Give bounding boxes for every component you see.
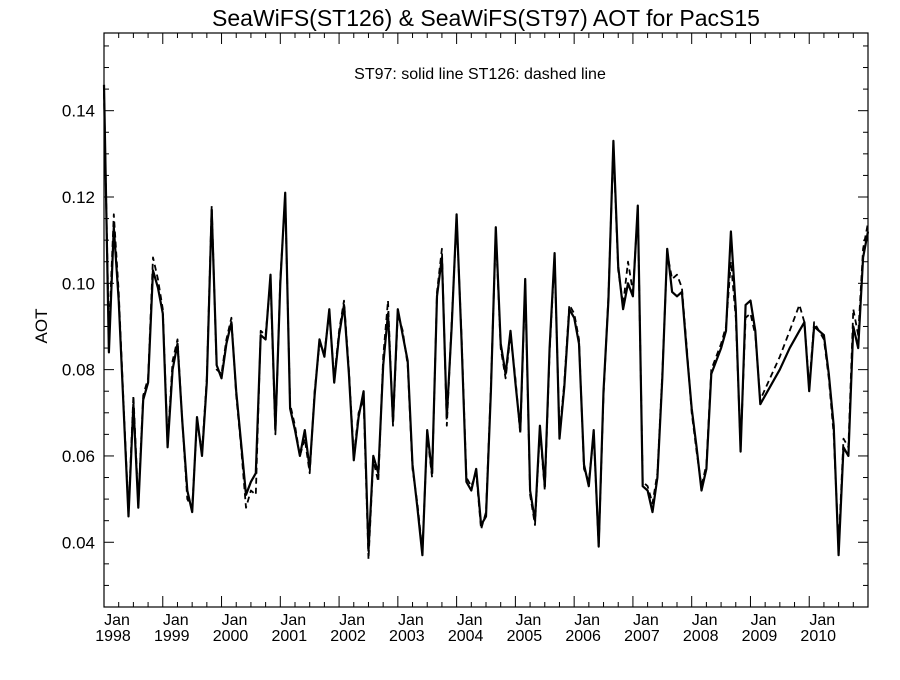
x-tick-month-label: Jan [104,612,130,629]
x-tick-year-label: 2005 [507,628,543,645]
x-tick-month-label: Jan [398,612,424,629]
x-tick-month-label: Jan [339,612,365,629]
x-tick-year-label: 2006 [565,628,601,645]
chart-title: SeaWiFS(ST126) & SeaWiFS(ST97) AOT for P… [212,5,760,31]
legend-annotation: ST97: solid line ST126: dashed line [354,66,606,83]
x-tick-year-label: 2000 [213,628,249,645]
x-tick-year-label: 2001 [272,628,308,645]
x-tick-year-label: 2004 [448,628,484,645]
y-tick-label: 0.10 [62,274,95,293]
x-tick-month-label: Jan [633,612,659,629]
x-tick-month-label: Jan [574,612,600,629]
x-tick-year-label: 1999 [154,628,190,645]
x-tick-month-label: Jan [222,612,248,629]
y-tick-label: 0.12 [62,188,95,207]
x-tick-month-label: Jan [280,612,306,629]
series-layer [102,84,870,561]
x-tick-month-label: Jan [751,612,777,629]
y-tick-label: 0.08 [62,361,95,380]
x-tick-year-label: 1998 [95,628,131,645]
x-tick-year-label: 2003 [389,628,425,645]
x-tick-year-label: 2010 [800,628,836,645]
x-tick-year-label: 2007 [624,628,660,645]
axes: 0.040.060.080.100.120.14Jan1998Jan1999Ja… [62,32,869,645]
x-tick-month-label: Jan [692,612,718,629]
x-tick-month-label: Jan [163,612,189,629]
y-tick-label: 0.04 [62,533,95,552]
y-tick-label: 0.14 [62,102,95,121]
x-tick-month-label: Jan [457,612,483,629]
y-tick-label: 0.06 [62,447,95,466]
x-tick-year-label: 2002 [330,628,366,645]
x-tick-year-label: 2009 [742,628,778,645]
y-axis-label: AOT [32,309,51,344]
series-line-st126 [103,93,869,561]
x-tick-month-label: Jan [809,612,835,629]
series-line-st97 [102,84,870,557]
x-tick-year-label: 2008 [683,628,719,645]
x-tick-month-label: Jan [515,612,541,629]
